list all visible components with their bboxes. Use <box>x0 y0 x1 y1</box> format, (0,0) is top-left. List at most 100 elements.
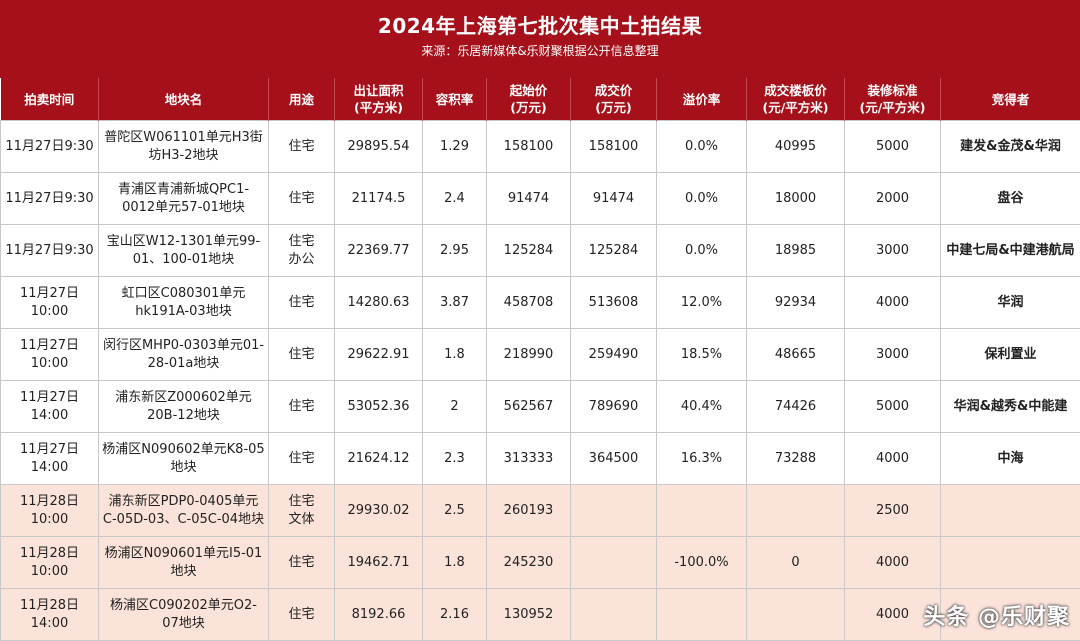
deal-price-cell <box>570 536 657 589</box>
decor-standard-cell: 3000 <box>844 328 941 381</box>
deal-price-cell: 125284 <box>570 224 657 277</box>
auction-time-cell: 11月27日9:30 <box>0 224 99 277</box>
floor-price-cell <box>746 588 845 641</box>
page-title: 2024年上海第七批次集中土拍结果 <box>377 14 703 38</box>
decor-standard-cell: 2500 <box>844 484 941 537</box>
deal-price-cell: 158100 <box>570 120 657 173</box>
floor-price-cell: 18985 <box>746 224 845 277</box>
deal-price-cell <box>570 484 657 537</box>
start-price-cell: 125284 <box>486 224 571 277</box>
plot-name-cell: 杨浦区C090202单元O2-07地块 <box>98 588 269 641</box>
premium-rate-cell: 0.0% <box>656 172 747 225</box>
area-cell: 29622.91 <box>334 328 423 381</box>
table-row: 11月27日9:30 宝山区W12-1301单元99-01、100-01地块 住宅办… <box>0 224 1080 277</box>
auction-time-cell: 11月27日9:30 <box>0 172 99 225</box>
column-header: 成交楼板价 (元/平方米) <box>746 78 845 121</box>
decor-standard-cell: 4000 <box>844 536 941 589</box>
plot-name-cell: 宝山区W12-1301单元99-01、100-01地块 <box>98 224 269 277</box>
auction-time-cell: 11月28日10:00 <box>0 484 99 537</box>
premium-rate-cell: 40.4% <box>656 380 747 433</box>
deal-price-cell: 259490 <box>570 328 657 381</box>
deal-price-cell: 364500 <box>570 432 657 485</box>
column-header: 装修标准 (元/平方米) <box>844 78 941 121</box>
decor-standard-cell: 5000 <box>844 380 941 433</box>
table-row: 11月27日10:00 闵行区MHP0-0303单元01-28-01a地块 住宅 29… <box>0 328 1080 381</box>
land-use-cell: 住宅 <box>268 276 335 329</box>
decor-standard-cell: 2000 <box>844 172 941 225</box>
auction-time-cell: 11月27日14:00 <box>0 380 99 433</box>
floor-price-cell <box>746 484 845 537</box>
land-use-cell: 住宅 文体 <box>268 484 335 537</box>
far-cell: 1.29 <box>422 120 487 173</box>
area-cell: 14280.63 <box>334 276 423 329</box>
decor-standard-cell: 3000 <box>844 224 941 277</box>
land-use-cell: 住宅 <box>268 588 335 641</box>
start-price-cell: 158100 <box>486 120 571 173</box>
table-row: 11月27日14:00 浦东新区Z000602单元20B-12地块 住宅 53052.… <box>0 380 1080 433</box>
plot-name-cell: 浦东新区PDP0-0405单元C-05D-03、C-05C-04地块 <box>98 484 269 537</box>
table-row: 11月28日10:00 浦东新区PDP0-0405单元C-05D-03、C-05C… <box>0 484 1080 537</box>
premium-rate-cell <box>656 588 747 641</box>
land-use-cell: 住宅 <box>268 536 335 589</box>
winner-cell <box>940 484 1080 537</box>
area-cell: 29895.54 <box>334 120 423 173</box>
decor-standard-cell: 5000 <box>844 120 941 173</box>
far-cell: 1.8 <box>422 328 487 381</box>
land-use-cell: 住宅 <box>268 328 335 381</box>
source-note: 来源：乐居新媒体&乐财聚根据公开信息整理 <box>421 44 659 58</box>
winner-cell: 中建七局&中建港航局 <box>940 224 1080 277</box>
table-row: 11月28日10:00 杨浦区N090601单元I5-01地块 住宅 19462.71… <box>0 536 1080 589</box>
premium-rate-cell: 0.0% <box>656 224 747 277</box>
auction-time-cell: 11月28日10:00 <box>0 536 99 589</box>
land-use-cell: 住宅 <box>268 172 335 225</box>
far-cell: 2.4 <box>422 172 487 225</box>
column-header: 地块名 <box>98 78 269 121</box>
area-cell: 22369.77 <box>334 224 423 277</box>
far-cell: 1.8 <box>422 536 487 589</box>
deal-price-cell: 91474 <box>570 172 657 225</box>
premium-rate-cell <box>656 484 747 537</box>
auction-time-cell: 11月27日10:00 <box>0 328 99 381</box>
plot-name-cell: 青浦区青浦新城QPC1-0012单元57-01地块 <box>98 172 269 225</box>
watermark: 头条 @乐财聚 <box>923 605 1070 630</box>
far-cell: 2.3 <box>422 432 487 485</box>
title-banner: 2024年上海第七批次集中土拍结果 来源：乐居新媒体&乐财聚根据公开信息整理 <box>0 0 1080 78</box>
winner-cell: 华润 <box>940 276 1080 329</box>
deal-price-cell: 789690 <box>570 380 657 433</box>
table-body: 11月27日9:30 普陀区W061101单元H3街坊H3-2地块 住宅 29895.… <box>0 120 1080 641</box>
start-price-cell: 218990 <box>486 328 571 381</box>
auction-time-cell: 11月27日14:00 <box>0 432 99 485</box>
table-row: 11月28日14:00 杨浦区C090202单元O2-07地块 住宅 8192.66 2… <box>0 588 1080 641</box>
floor-price-cell: 18000 <box>746 172 845 225</box>
area-cell: 53052.36 <box>334 380 423 433</box>
header-row: 拍卖时间 地块名 用途 出让面积 (平方米) 容积率 起始价 (万元) 成交价 (万元) 溢价率 成交… <box>0 78 1080 121</box>
start-price-cell: 130952 <box>486 588 571 641</box>
start-price-cell: 260193 <box>486 484 571 537</box>
far-cell: 2.95 <box>422 224 487 277</box>
winner-cell: 建发&金茂&华润 <box>940 120 1080 173</box>
column-header: 用途 <box>268 78 335 121</box>
column-header: 成交价 (万元) <box>570 78 657 121</box>
land-use-cell: 住宅 <box>268 380 335 433</box>
column-header: 竞得者 <box>940 78 1080 121</box>
floor-price-cell: 73288 <box>746 432 845 485</box>
far-cell: 2.16 <box>422 588 487 641</box>
winner-cell <box>940 536 1080 589</box>
area-cell: 29930.02 <box>334 484 423 537</box>
winner-cell: 中海 <box>940 432 1080 485</box>
floor-price-cell: 0 <box>746 536 845 589</box>
start-price-cell: 245230 <box>486 536 571 589</box>
table-row: 11月27日10:00 虹口区C080301单元hk191A-03地块 住宅 1428… <box>0 276 1080 329</box>
plot-name-cell: 普陀区W061101单元H3街坊H3-2地块 <box>98 120 269 173</box>
winner-cell: 盘谷 <box>940 172 1080 225</box>
decor-standard-cell: 4000 <box>844 276 941 329</box>
land-use-cell: 住宅 <box>268 120 335 173</box>
deal-price-cell: 513608 <box>570 276 657 329</box>
floor-price-cell: 92934 <box>746 276 845 329</box>
column-header: 溢价率 <box>656 78 747 121</box>
auction-time-cell: 11月28日14:00 <box>0 588 99 641</box>
start-price-cell: 313333 <box>486 432 571 485</box>
deal-price-cell <box>570 588 657 641</box>
far-cell: 2.5 <box>422 484 487 537</box>
table-row: 11月27日14:00 杨浦区N090602单元K8-05地块 住宅 21624.12… <box>0 432 1080 485</box>
